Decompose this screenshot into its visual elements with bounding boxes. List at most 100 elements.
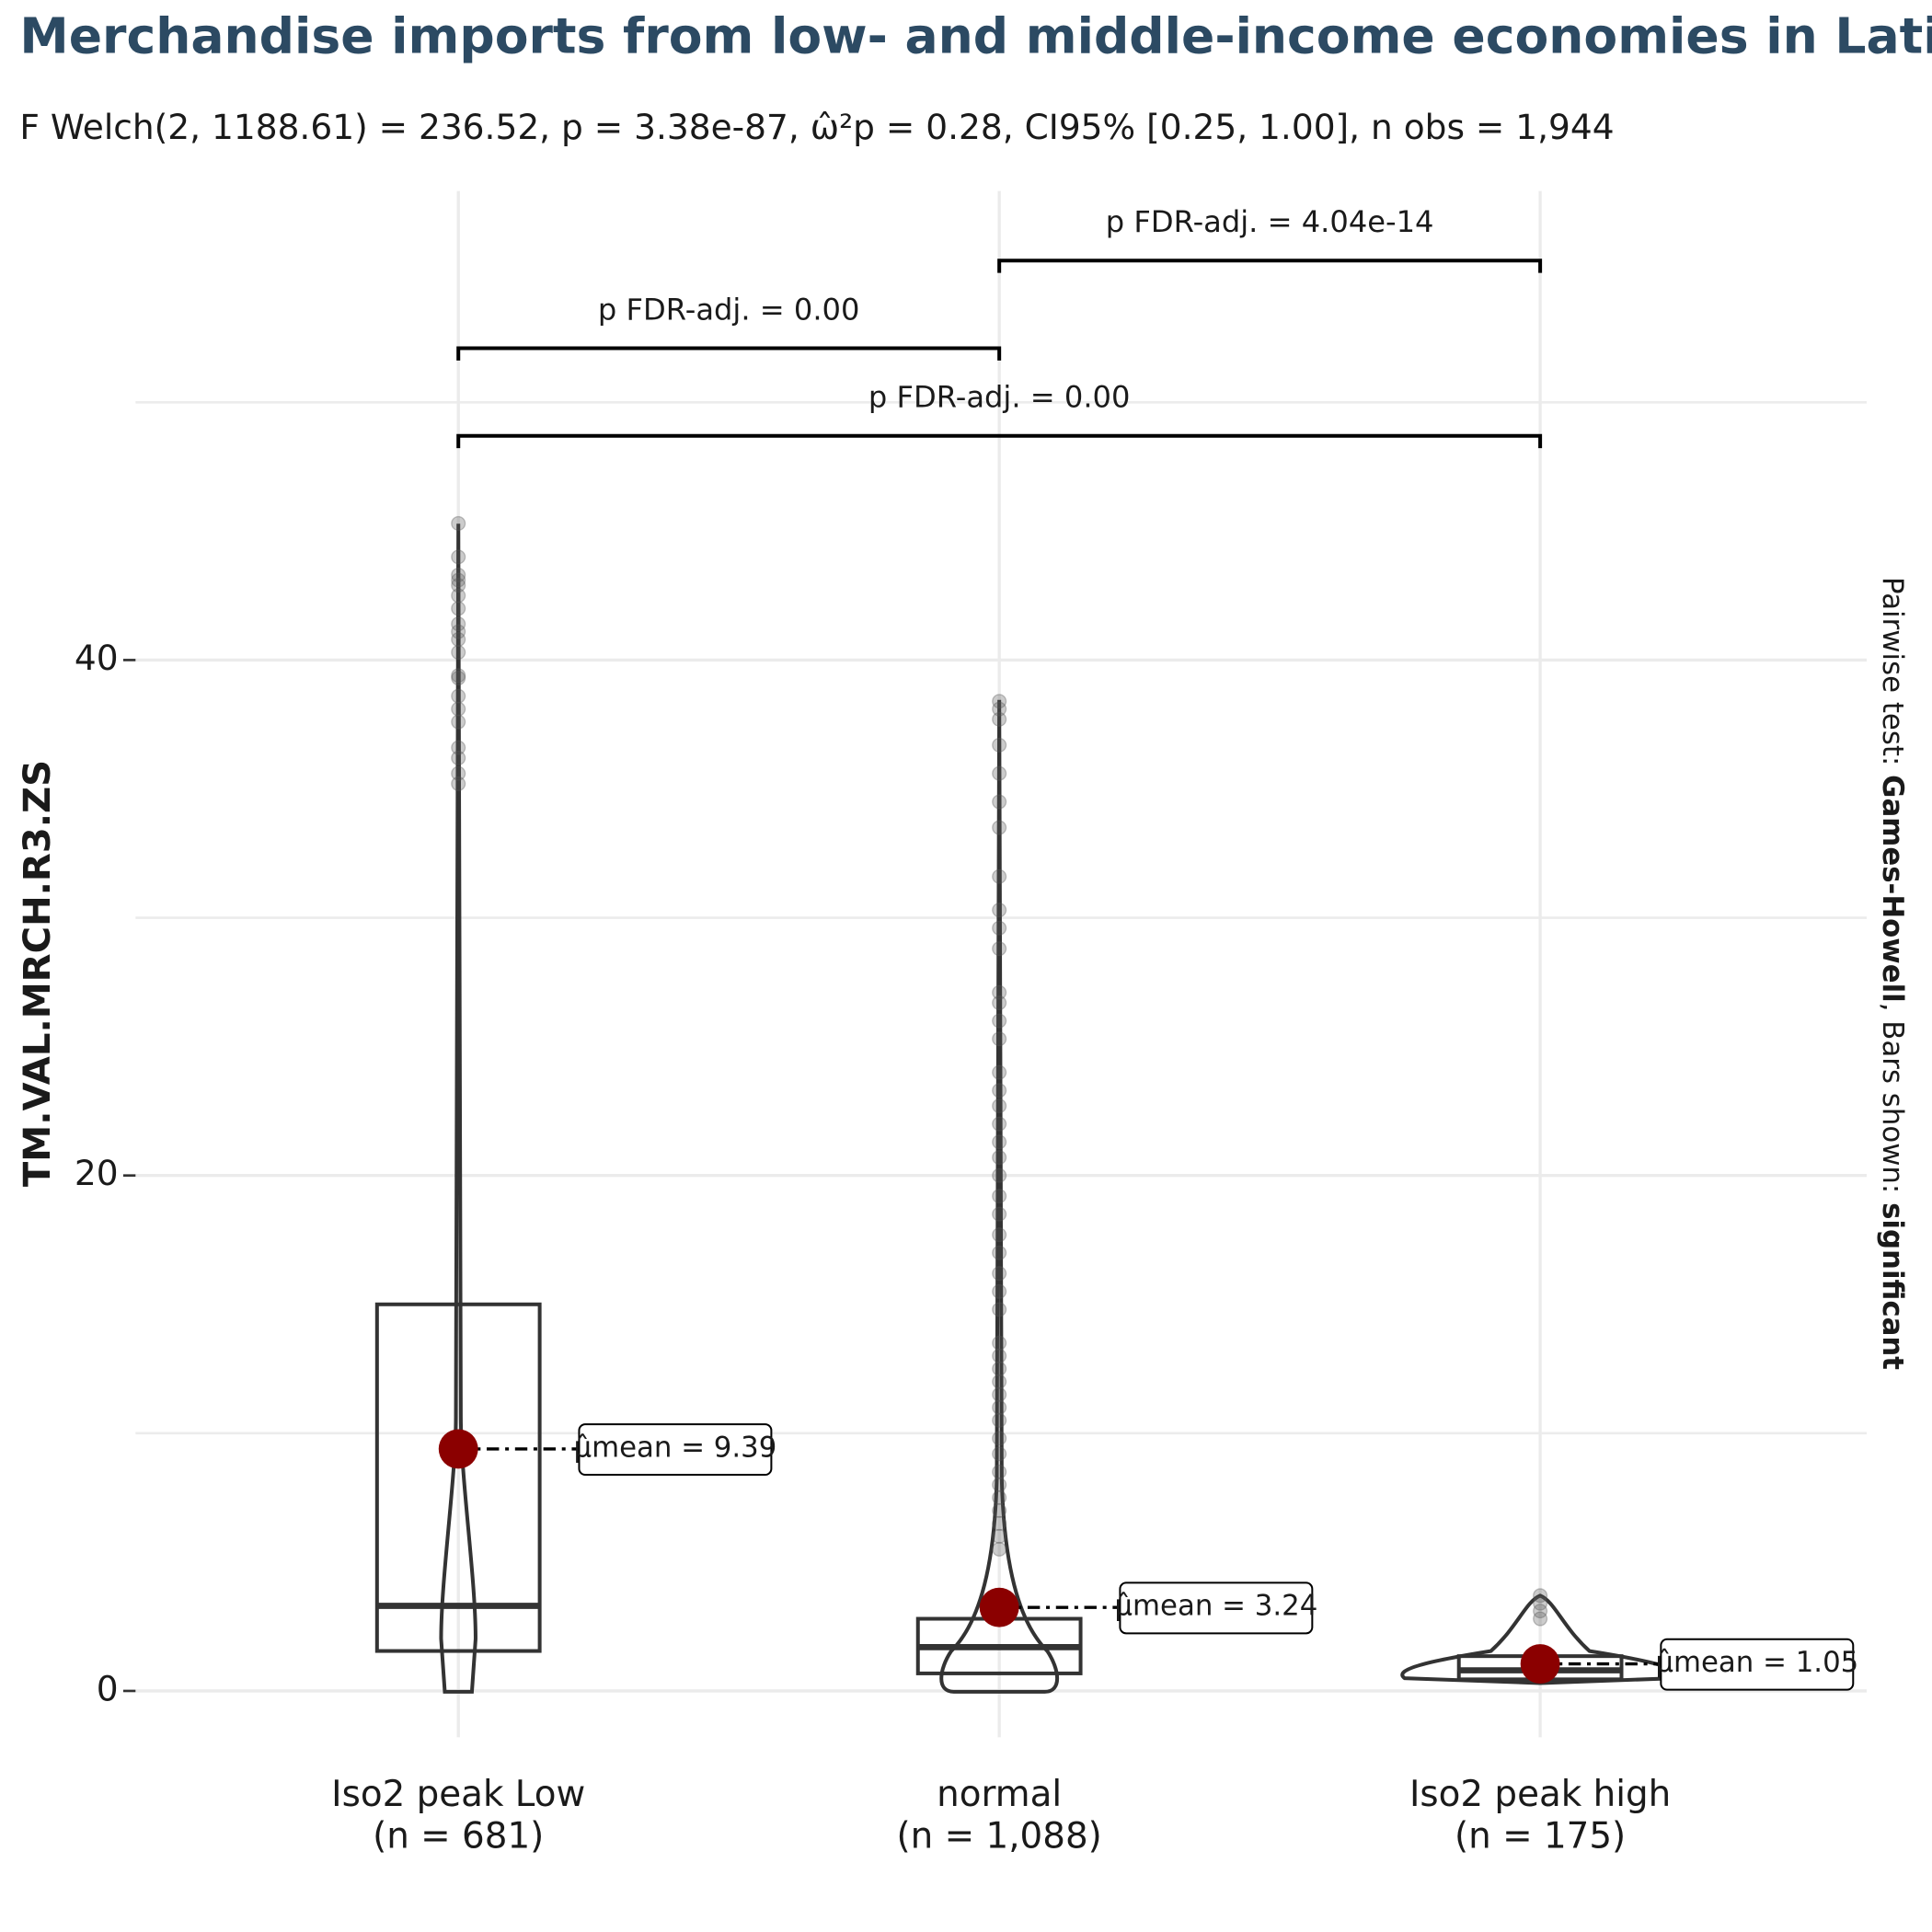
y-tick-label: 20 (75, 1153, 119, 1193)
point (992, 1116, 1007, 1132)
point (992, 1412, 1007, 1428)
point (992, 868, 1007, 884)
violin (939, 699, 1059, 1694)
point (1533, 1604, 1548, 1619)
mean-label-box (578, 1423, 773, 1477)
x-tick-label: Iso2 peak high (1409, 1774, 1671, 1815)
point (992, 1446, 1007, 1462)
point (1533, 1595, 1548, 1611)
bracket-label: p FDR-adj. = 0.00 (868, 380, 1131, 415)
bracket (456, 433, 1543, 449)
mean-label-box (1660, 1638, 1855, 1691)
point (992, 1348, 1007, 1363)
y-tick-label: 40 (75, 638, 119, 678)
point (992, 1134, 1007, 1150)
point (992, 1477, 1007, 1492)
point (992, 701, 1007, 717)
point (992, 1515, 1007, 1531)
point (992, 1083, 1007, 1098)
bracket (456, 346, 1002, 361)
point (992, 1386, 1007, 1402)
point (451, 631, 466, 648)
point (992, 1031, 1007, 1047)
point (992, 1283, 1007, 1299)
caption-part: significant (1876, 1202, 1909, 1370)
point (451, 515, 466, 531)
x-tick-label: normal (937, 1774, 1062, 1815)
point (451, 668, 466, 684)
caption-part: Games-Howell (1876, 775, 1909, 1003)
point (992, 941, 1007, 957)
point (992, 1013, 1007, 1029)
point (992, 1189, 1007, 1204)
point (992, 1098, 1007, 1114)
point (992, 1541, 1007, 1557)
point (451, 549, 466, 565)
mean-label: μ̂mean = 1.05 (1655, 1646, 1858, 1679)
point (451, 644, 466, 661)
point (451, 750, 466, 765)
caption-part: Pairwise test: (1876, 577, 1909, 775)
point (992, 1399, 1007, 1415)
point (992, 820, 1007, 835)
point (992, 711, 1007, 727)
mean-label: μ̂mean = 3.24 (1114, 1590, 1317, 1623)
caption: Pairwise test: Games-Howell, Bars shown:… (1876, 577, 1909, 1370)
point (992, 1335, 1007, 1351)
point (451, 776, 466, 791)
point (992, 1528, 1007, 1544)
bracket (997, 259, 1543, 273)
point (992, 794, 1007, 810)
point (451, 714, 466, 730)
subtitle: F Welch(2, 1188.61) = 236.52, p = 3.38e-… (19, 107, 1614, 147)
chart-title: Merchandise imports from low- and middle… (19, 6, 1932, 64)
point (992, 1206, 1007, 1222)
mean-label-box (1119, 1581, 1314, 1635)
point (451, 567, 466, 583)
point (992, 1464, 1007, 1479)
point (992, 694, 1007, 709)
x-tick-label: Iso2 peak Low (331, 1774, 585, 1815)
point (451, 578, 466, 593)
point (992, 1227, 1007, 1243)
point (451, 688, 466, 704)
point (992, 1245, 1007, 1260)
point (992, 903, 1007, 918)
violin (439, 523, 477, 1694)
point (451, 701, 466, 717)
point (992, 1489, 1007, 1505)
point (992, 1361, 1007, 1376)
point (1533, 1611, 1548, 1627)
x-tick-sublabel: (n = 681) (373, 1816, 544, 1857)
point (451, 601, 466, 616)
y-axis-label: TM.VAL.MRCH.R3.ZS (17, 760, 59, 1187)
point (451, 740, 466, 755)
point (992, 984, 1007, 1000)
box (374, 1302, 542, 1653)
point (992, 1502, 1007, 1518)
x-tick-sublabel: (n = 175) (1455, 1816, 1626, 1857)
point (451, 671, 466, 686)
y-tick-label: 0 (97, 1668, 119, 1708)
point (451, 572, 466, 588)
point (451, 765, 466, 781)
point (992, 1064, 1007, 1080)
x-tick-sublabel: (n = 1,088) (897, 1816, 1102, 1857)
point (992, 737, 1007, 753)
point (451, 616, 466, 632)
point (992, 1431, 1007, 1446)
point (992, 765, 1007, 781)
point (992, 1374, 1007, 1389)
caption-part: , Bars shown: (1876, 1003, 1909, 1202)
point (992, 1150, 1007, 1166)
mean-point (1520, 1644, 1560, 1684)
bracket-label: p FDR-adj. = 0.00 (598, 292, 860, 327)
mean-label: μ̂mean = 9.39 (573, 1431, 776, 1464)
point (992, 1302, 1007, 1317)
point (451, 588, 466, 604)
point (992, 1266, 1007, 1282)
point (992, 995, 1007, 1011)
point (451, 624, 466, 639)
mean-point (438, 1429, 478, 1469)
